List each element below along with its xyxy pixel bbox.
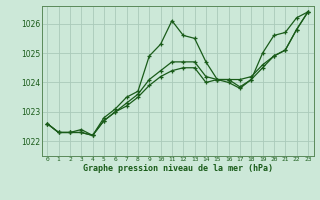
- X-axis label: Graphe pression niveau de la mer (hPa): Graphe pression niveau de la mer (hPa): [83, 164, 273, 173]
